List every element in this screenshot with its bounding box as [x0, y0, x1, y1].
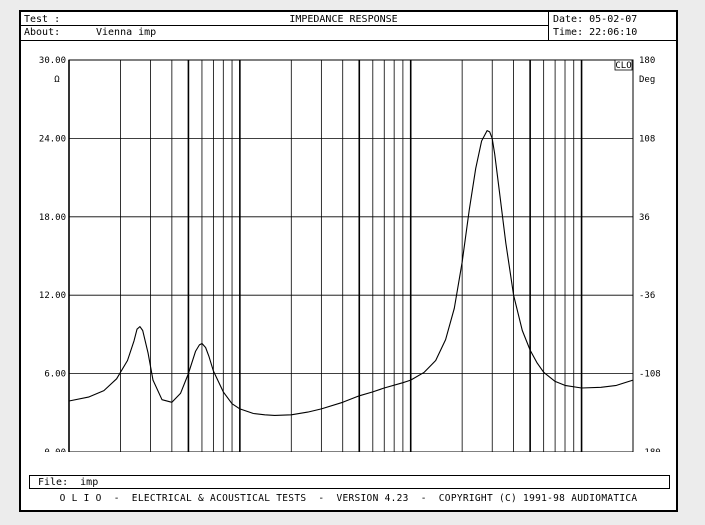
impedance-plot: 0.00 6.00 12.00 18.00 24.00 30.00 -180 -108 -36 3… [39, 56, 661, 452]
y2-tick-label: -36 [639, 291, 655, 301]
header-panel: Test : About: Vienna imp IMPEDANCE RESPON… [21, 12, 676, 41]
y-axis-unit-label: Ω [54, 75, 60, 85]
plot-area-border [68, 59, 634, 452]
chart-title: IMPEDANCE RESPONSE [289, 14, 398, 25]
clo-badge-box [614, 59, 633, 71]
date-label: Date: [553, 14, 584, 25]
y2-tick-label: 36 [639, 213, 650, 223]
footer-copyright: O L I O - ELECTRICAL & ACOUSTICAL TESTS … [59, 493, 638, 504]
file-value: imp [80, 477, 99, 488]
y-tick-label: 12.00 [39, 291, 66, 301]
impedance-curve [68, 130, 634, 416]
header-divider [21, 25, 548, 26]
time-label: Time: [553, 27, 584, 38]
y2-tick-label: 108 [639, 134, 655, 144]
y2-axis-unit-label: Deg [639, 75, 655, 85]
y-tick-label: 18.00 [39, 213, 66, 223]
y-tick-label: 0.00 [44, 448, 66, 452]
file-bar: File: imp [29, 475, 670, 489]
time-value: 22:06:10 [589, 27, 638, 38]
file-label: File: [38, 477, 69, 488]
test-label: Test : [24, 14, 61, 25]
date-value: 05-02-07 [589, 14, 638, 25]
graph-frame: Test : About: Vienna imp IMPEDANCE RESPON… [19, 10, 678, 512]
clo-badge-text: CLO [615, 61, 631, 71]
y-tick-label: 30.00 [39, 56, 66, 66]
about-value: Vienna imp [96, 27, 157, 38]
y2-tick-label: 180 [639, 56, 655, 66]
y-tick-label: 6.00 [44, 370, 66, 380]
header-vertical-divider [548, 12, 549, 40]
y2-tick-label: -180 [639, 448, 661, 452]
about-label: About: [24, 27, 61, 38]
y-tick-label: 24.00 [39, 134, 66, 144]
y2-tick-label: -108 [639, 370, 661, 380]
